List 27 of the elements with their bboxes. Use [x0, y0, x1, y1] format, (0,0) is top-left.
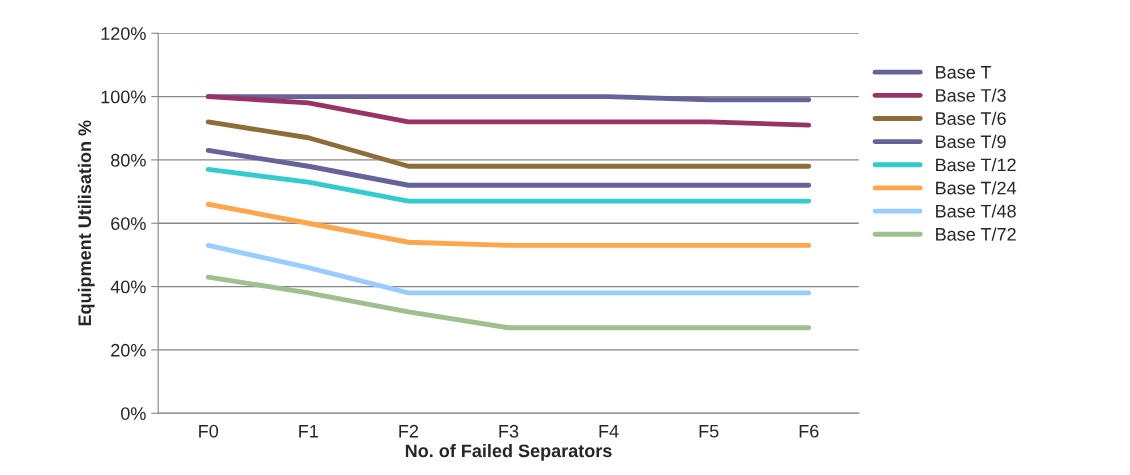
y-tick-label: 0% — [121, 407, 146, 420]
legend-label: Base T/24 — [936, 181, 1017, 195]
y-axis-title: Equipment Utilisation % — [77, 120, 95, 326]
y-tick-label: 40% — [110, 280, 146, 294]
y-tick-label: 60% — [111, 217, 146, 230]
x-tick-label: F1 — [299, 425, 318, 438]
legend-label: Base T/48 — [936, 204, 1016, 218]
x-tick-label: F2 — [399, 424, 419, 438]
legend-label: Base T/3 — [936, 88, 1006, 102]
x-tick-label: F5 — [699, 425, 719, 438]
y-tick-label: 20% — [111, 343, 146, 357]
y-tick-label: 80% — [111, 153, 146, 167]
line-series — [205, 274, 812, 331]
legend-label: Base T — [936, 66, 992, 79]
legend-label: Base T/9 — [936, 134, 1006, 149]
line-series — [205, 94, 812, 128]
x-axis-title: No. of Failed Separators — [405, 443, 612, 461]
line-series — [205, 201, 812, 248]
x-tick-label: F4 — [599, 425, 619, 438]
x-tick-label: F0 — [199, 424, 219, 438]
x-tick-label: F6 — [799, 424, 819, 438]
legend-label: Base T/6 — [936, 111, 1006, 125]
y-tick-label: 120% — [101, 27, 146, 40]
legend-label: Base T/12 — [936, 158, 1016, 172]
y-tick-label: 100% — [101, 90, 146, 104]
legend-label: Base T/72 — [936, 227, 1016, 241]
x-tick-label: F3 — [499, 424, 519, 438]
